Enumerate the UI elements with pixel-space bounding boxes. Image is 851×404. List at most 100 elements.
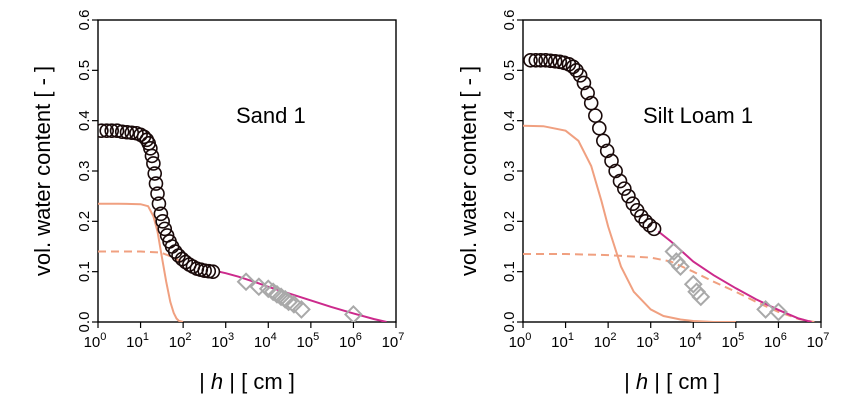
y-tick-label: 0.0 [76, 312, 93, 333]
circle-point [533, 52, 548, 68]
diamond-point [284, 294, 304, 314]
y-tick-label: 0.1 [76, 261, 93, 282]
component-curve-dashed [98, 250, 184, 264]
y-tick-label: 0.4 [501, 110, 518, 131]
x-axis-title: | h | [ cm ] [624, 369, 720, 394]
y-tick-label: 0.3 [76, 161, 93, 182]
plot-area [98, 123, 387, 322]
circle-point [599, 143, 615, 159]
circle-point [642, 218, 658, 233]
circle-point [576, 75, 592, 91]
x-tick-label: 101 [126, 331, 149, 351]
circle-point [638, 214, 653, 229]
circle-point [592, 120, 607, 136]
x-tick-label: 103 [636, 331, 659, 351]
y-tick-label: 0.6 [76, 10, 93, 31]
circle-point [572, 68, 588, 83]
diamond-point [267, 284, 287, 304]
x-tick-label: 107 [382, 331, 405, 351]
x-tick-label: 107 [807, 331, 830, 351]
y-tick-label: 0.3 [501, 161, 518, 182]
circle-point [617, 181, 632, 196]
x-tick-label: 100 [509, 331, 532, 351]
x-tick-label: 104 [254, 331, 277, 351]
circle-point [178, 254, 194, 270]
circle-point [543, 53, 558, 69]
y-tick-label: 0.4 [76, 110, 93, 131]
component-curve-dashed [523, 253, 815, 322]
plot-frame [522, 19, 822, 323]
circle-point [153, 206, 169, 222]
plot-area [523, 52, 815, 322]
circle-point [612, 173, 628, 189]
circle-point [148, 176, 164, 191]
y-axis-title: vol. water content [ - ] [456, 66, 481, 276]
y-tick-label: 0.2 [501, 211, 518, 232]
diamond-point [664, 242, 684, 261]
diamond-point [769, 302, 788, 322]
circle-point [588, 108, 603, 123]
circle-point [114, 124, 130, 140]
diamond-point [236, 272, 256, 292]
circle-point [150, 186, 165, 201]
panel-label: Silt Loam 1 [643, 103, 753, 128]
x-tick-label: 106 [339, 331, 362, 351]
component-curve-solid [523, 124, 736, 322]
circle-point [147, 166, 163, 181]
component-curve-solid [98, 202, 184, 322]
circle-point [604, 153, 619, 169]
y-tick-label: 0.6 [501, 10, 518, 31]
diamond-point [258, 279, 278, 299]
circle-point [621, 188, 636, 204]
circle-point [608, 163, 623, 179]
diamond-point [271, 287, 291, 307]
y-tick-label: 0.0 [501, 312, 518, 333]
x-tick-label: 102 [594, 331, 617, 351]
diamond-point [291, 300, 311, 319]
circle-point [119, 124, 135, 140]
circle-point [547, 53, 563, 69]
circle-point [155, 214, 170, 229]
fitted-curve [657, 230, 812, 322]
circle-point [109, 123, 125, 139]
diamond-point [691, 287, 711, 307]
x-axis-title: | h | [ cm ] [199, 369, 295, 394]
circle-point [144, 148, 160, 164]
x-tick-label: 100 [84, 331, 107, 351]
circle-point [596, 133, 611, 149]
circle-point [580, 85, 595, 101]
circle-point [143, 141, 158, 156]
circle-point [98, 123, 109, 139]
y-axis-title: vol. water content [ - ] [30, 66, 55, 276]
circle-point [205, 264, 221, 279]
circle-point [104, 123, 120, 139]
y-tick-label: 0.2 [76, 211, 93, 232]
circle-point [565, 59, 581, 75]
y-tick-label: 0.5 [501, 60, 518, 81]
diamond-point [671, 257, 690, 277]
x-tick-label: 102 [169, 331, 192, 351]
x-tick-label: 104 [679, 331, 702, 351]
x-tick-label: 105 [721, 331, 744, 351]
plot-frame [97, 19, 397, 323]
x-tick-label: 103 [211, 331, 234, 351]
circle-point [151, 196, 167, 212]
x-tick-label: 101 [551, 331, 574, 351]
chart-panel-1: 0.0 0.1 0.2 0.3 0.4 0.5 0.6 100 101 102 103 104 105 1… [30, 10, 405, 394]
x-tick-label: 105 [296, 331, 319, 351]
circle-point [528, 52, 544, 68]
x-tick-label: 106 [764, 331, 787, 351]
circle-point [538, 52, 553, 68]
diamond-point [279, 292, 299, 312]
diamond-point [756, 300, 776, 319]
circle-point [157, 221, 173, 237]
y-tick-label: 0.5 [76, 60, 93, 81]
circle-point [646, 221, 662, 237]
y-tick-label: 0.1 [501, 261, 518, 282]
diamond-point [344, 305, 363, 322]
circle-point [583, 95, 599, 111]
diamond-point [683, 274, 703, 294]
panel-label: Sand 1 [236, 103, 306, 128]
circle-point [633, 209, 649, 224]
